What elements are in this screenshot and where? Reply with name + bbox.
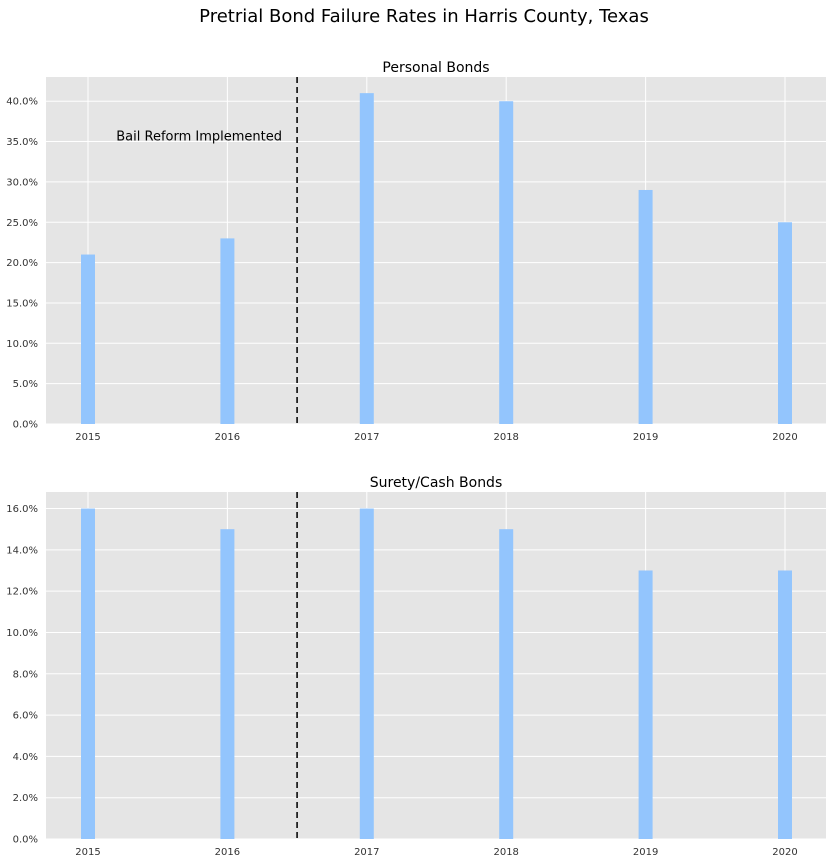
panel2-bar-2016 <box>220 529 235 839</box>
panel2-bar-2020 <box>778 570 792 839</box>
panel2-bar-2018 <box>499 529 514 839</box>
panel1-title: Personal Bonds <box>382 60 489 76</box>
panel1-ytick-label: 20.0% <box>6 258 38 269</box>
panel1-xtick-label: 2016 <box>215 432 240 443</box>
panel2-xtick-label: 2019 <box>633 847 658 858</box>
panel2-bar-2017 <box>359 508 374 839</box>
panel2-xtick-label: 2016 <box>215 847 240 858</box>
panel2-ytick-label: 8.0% <box>13 669 38 680</box>
panel2-xtick-label: 2018 <box>493 847 518 858</box>
panel2-title: Surety/Cash Bonds <box>370 475 503 491</box>
panel1-ytick-label: 25.0% <box>6 218 38 229</box>
panel1-bar-2020 <box>778 222 792 424</box>
panel1-bar-2018 <box>499 101 514 425</box>
panel1-bar-2017 <box>359 93 374 425</box>
panel1-bar-2016 <box>220 238 235 424</box>
panel2-xtick-label: 2017 <box>354 847 379 858</box>
panel2-xtick-label: 2015 <box>75 847 100 858</box>
panel1-ytick-label: 5.0% <box>13 379 38 390</box>
panel2-bar-2019 <box>638 570 653 839</box>
panel1-ytick-label: 35.0% <box>6 137 38 148</box>
panel1-xtick-label: 2020 <box>772 432 797 443</box>
panel1-xtick-label: 2019 <box>633 432 658 443</box>
panel1-annotation: Bail Reform Implemented <box>116 130 282 145</box>
panel1-xtick-label: 2017 <box>354 432 379 443</box>
panel2-bar-2015 <box>81 508 95 839</box>
panel1-ytick-label: 30.0% <box>6 177 38 188</box>
panel1-bar-2019 <box>638 189 653 424</box>
panel2-ytick-label: 0.0% <box>13 835 38 846</box>
panel2-ytick-label: 12.0% <box>6 587 38 598</box>
panel2-ytick-label: 2.0% <box>13 793 38 804</box>
panel1-plot-area <box>46 77 826 424</box>
panel1-ytick-label: 0.0% <box>13 420 38 431</box>
panel1-xtick-label: 2018 <box>493 432 518 443</box>
panel2-ytick-label: 14.0% <box>6 545 38 556</box>
panel2-ytick-label: 6.0% <box>13 711 38 722</box>
panel1-ytick-label: 40.0% <box>6 97 38 108</box>
panel2-xtick-label: 2020 <box>772 847 797 858</box>
panel1-ytick-label: 10.0% <box>6 339 38 350</box>
panel1-bar-2015 <box>81 254 95 424</box>
figure-title: Pretrial Bond Failure Rates in Harris Co… <box>199 6 649 27</box>
panel2-ytick-label: 10.0% <box>6 628 38 639</box>
panel1-ytick-label: 15.0% <box>6 298 38 309</box>
panel2-ytick-label: 16.0% <box>6 504 38 515</box>
panel1-xtick-label: 2015 <box>75 432 100 443</box>
panel2-plot-area <box>46 492 826 839</box>
panel2-ytick-label: 4.0% <box>13 752 38 763</box>
